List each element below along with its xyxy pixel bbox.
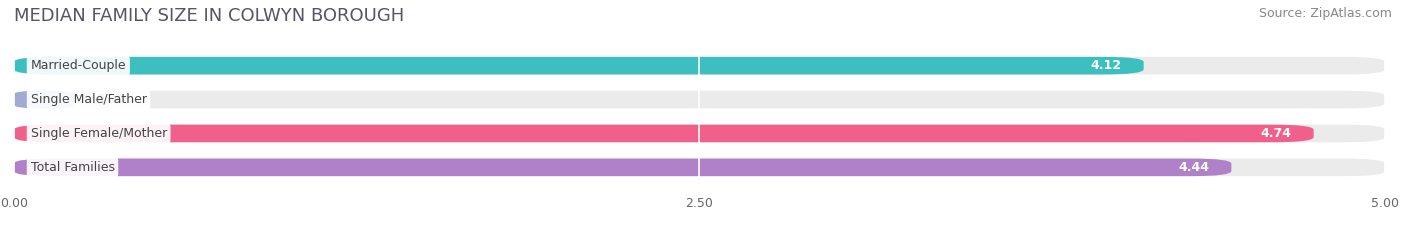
FancyBboxPatch shape [14, 57, 1143, 75]
Text: Total Families: Total Families [31, 161, 114, 174]
Text: Single Female/Mother: Single Female/Mother [31, 127, 167, 140]
FancyBboxPatch shape [14, 158, 1385, 176]
Text: 0.00: 0.00 [96, 93, 124, 106]
Text: MEDIAN FAMILY SIZE IN COLWYN BOROUGH: MEDIAN FAMILY SIZE IN COLWYN BOROUGH [14, 7, 405, 25]
FancyBboxPatch shape [14, 57, 1385, 75]
FancyBboxPatch shape [14, 91, 1385, 108]
FancyBboxPatch shape [14, 158, 1232, 176]
FancyBboxPatch shape [14, 125, 1313, 142]
Text: 4.44: 4.44 [1178, 161, 1209, 174]
FancyBboxPatch shape [14, 125, 1385, 142]
Text: Married-Couple: Married-Couple [31, 59, 127, 72]
Text: Source: ZipAtlas.com: Source: ZipAtlas.com [1258, 7, 1392, 20]
Text: Single Male/Father: Single Male/Father [31, 93, 146, 106]
FancyBboxPatch shape [14, 91, 75, 108]
Text: 4.74: 4.74 [1261, 127, 1292, 140]
Text: 4.12: 4.12 [1091, 59, 1122, 72]
